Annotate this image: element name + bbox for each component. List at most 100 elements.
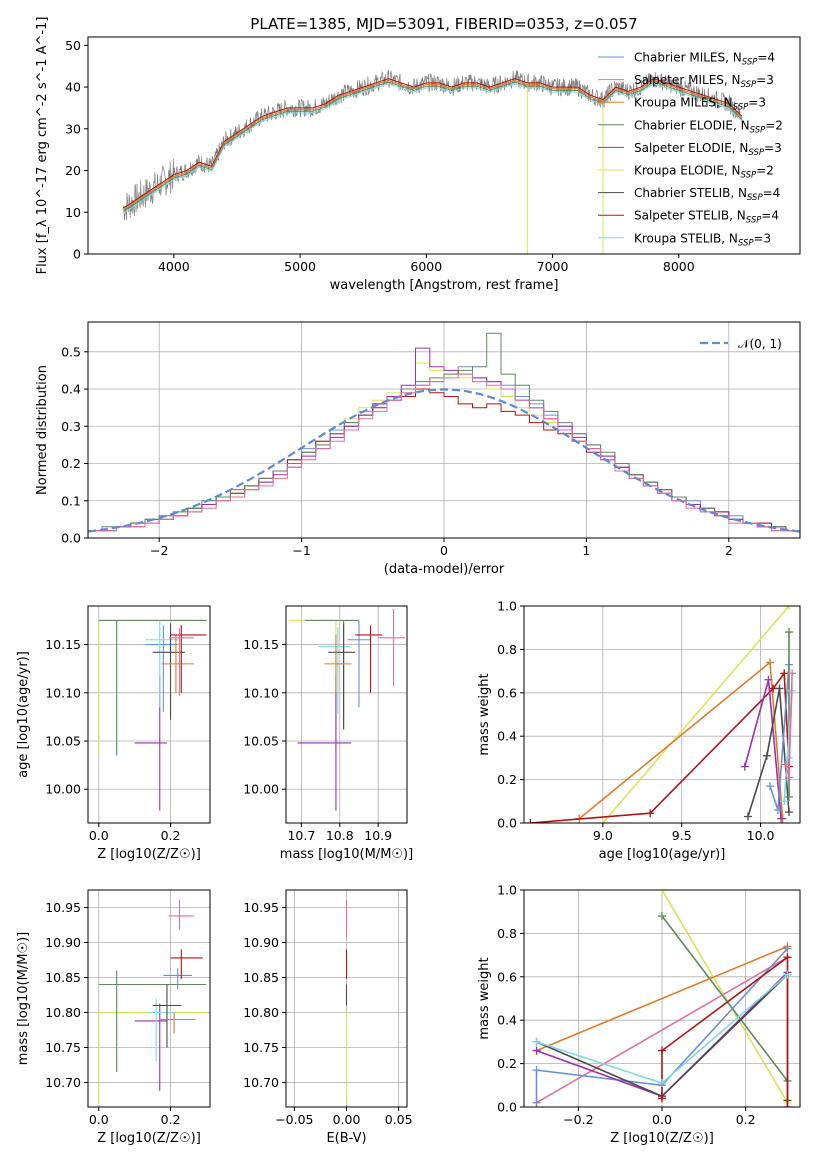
legend-label-base: Kroupa MILES, N (634, 96, 733, 110)
errorbar-point (145, 620, 178, 708)
y-axis-label: Flux [f_λ 10^-17 erg cm^-2 s^-1 A^-1] (35, 17, 50, 275)
errorbar-point (149, 998, 175, 1062)
x-tick-label: 0.05 (385, 1112, 413, 1127)
weight-marker (532, 1066, 541, 1075)
spectrum-model-line (123, 83, 743, 214)
mass_vs_Z-panel: 0.0 0.2 10.70 10.75 10.80 10.85 10.90 10.95 Z [l… (16, 889, 211, 1146)
y-tick-label: 0.4 (61, 382, 81, 397)
axes-frame (87, 605, 211, 824)
x-tick-label: 0.2 (161, 1112, 181, 1127)
y-tick-label: 0.1 (61, 493, 81, 508)
legend-label-base: Salpeter MILES, N (634, 73, 741, 87)
legend-label-base: Salpeter STELIB, N (634, 209, 746, 223)
legend-label-tail: =2 (765, 118, 783, 132)
legend-label: Salpeter MILES, NSSP=3 (634, 73, 774, 90)
weight-marker (780, 669, 789, 678)
x-tick-label: 10.7 (287, 828, 315, 843)
legend-label-sub: SSP (742, 58, 758, 68)
weight_vs_age-panel: 9.0 9.5 10.0 0.0 0.2 0.4 0.6 0.8 1.0 age [log10(a… (477, 599, 801, 862)
x-axis-label: Z [log10(Z/Z☉)] (97, 1131, 201, 1146)
x-tick-label: 0.0 (652, 1112, 672, 1127)
age_vs_mass-panel: 10.7 10.8 10.9 10.00 10.05 10.10 10.15 mass [lo… (243, 605, 413, 862)
weight-marker (658, 1079, 666, 1088)
legend-label-tail: =4 (757, 51, 775, 65)
y-tick-label: 10.85 (45, 970, 81, 985)
errorbar-point (355, 625, 383, 693)
errorbar-point (170, 949, 203, 979)
legend-label: Chabrier ELODIE, NSSP=2 (634, 118, 783, 135)
y-tick-label: 10.05 (45, 734, 81, 749)
y-tick-label: 0.8 (497, 926, 517, 941)
weight-marker (764, 675, 773, 684)
legend-label-sub: SSP (750, 125, 766, 135)
x-tick-label: 10.8 (326, 828, 354, 843)
x-axis-label: wavelength [Angstrom, rest frame] (330, 278, 559, 293)
spectrum-model-line (123, 79, 743, 211)
y-tick-label: 0.6 (497, 969, 517, 984)
x-tick-label: 0.2 (736, 1112, 756, 1127)
legend-label: Kroupa STELIB, NSSP=3 (634, 231, 771, 248)
histogram-series (88, 373, 800, 538)
legend-label-base: Kroupa STELIB, N (634, 231, 738, 245)
x-tick-label: −1 (292, 543, 310, 558)
errorbar-point (324, 634, 352, 693)
weight-marker (775, 684, 784, 693)
weight-marker (658, 1046, 666, 1055)
y-tick-label: 1.0 (497, 883, 517, 898)
weight-marker (783, 1103, 792, 1107)
weight-marker (781, 760, 790, 769)
spectrum-panel: 4000 5000 6000 7000 8000 0 10 20 30 40 50 wavelengt… (35, 17, 801, 293)
legend-label-sub: SSP (738, 238, 754, 248)
y-tick-label: 10.15 (45, 637, 81, 652)
errorbar-point (98, 619, 207, 756)
x-axis-label: (data-model)/error (384, 562, 505, 577)
legend-label-base: Chabrier MILES, N (634, 51, 742, 65)
weight-line (535, 948, 789, 1103)
legend-label-tail: =4 (763, 186, 781, 200)
weight-marker (766, 658, 775, 667)
y-tick-label: 0.2 (497, 772, 517, 787)
weight-marker (598, 819, 607, 823)
legend-label: 𝒩(0, 1) (738, 337, 782, 351)
y-tick-label: 0.2 (497, 1056, 517, 1071)
y-tick-label: 10.15 (243, 637, 279, 652)
y-tick-label: 0.5 (61, 344, 81, 359)
y-tick-label: 1.0 (497, 599, 517, 614)
y-tick-label: 30 (65, 121, 81, 136)
weight-line (744, 679, 782, 819)
errorbar-point (98, 619, 207, 756)
x-tick-label: 9.0 (593, 828, 613, 843)
legend-label: Chabrier STELIB, NSSP=4 (634, 186, 780, 203)
legend-label: Salpeter ELODIE, NSSP=3 (634, 141, 782, 158)
y-axis-label: mass [log10(M/M☉)] (16, 932, 31, 1065)
legend-label-base: Kroupa ELODIE, N (634, 164, 741, 178)
errorbar-point (305, 619, 359, 727)
age_vs_Z-plot-area (98, 619, 207, 811)
weight-marker (762, 751, 771, 760)
axes-frame (87, 889, 211, 1108)
errorbar-point (378, 608, 406, 687)
y-axis-label: age [log10(age/yr)] (16, 651, 31, 778)
spectrum-plot-area (122, 69, 743, 254)
y-tick-label: 10.00 (243, 782, 279, 797)
errorbar-point (159, 1012, 196, 1034)
x-tick-label: 0 (440, 543, 448, 558)
errorbar-point (168, 628, 194, 696)
weight-marker (784, 808, 793, 817)
y-tick-label: 10.70 (45, 1075, 81, 1090)
weight-marker (743, 812, 752, 821)
axes-frame (523, 605, 801, 824)
x-axis-label: E(B-V) (326, 1131, 366, 1146)
weight_vs_Z-panel: −0.2 0.0 0.2 0.0 0.2 0.4 0.6 0.8 1.0 Z [log10(Z/Z… (477, 883, 801, 1146)
x-tick-label: 8000 (663, 259, 695, 274)
weight-marker (646, 809, 655, 818)
x-tick-label: 7000 (537, 259, 569, 274)
errorbar-point (163, 968, 193, 990)
y-tick-label: 0.2 (61, 456, 81, 471)
x-tick-label: 0.0 (89, 828, 109, 843)
x-tick-label: −0.2 (563, 1112, 593, 1127)
y-tick-label: 0.4 (497, 1013, 517, 1028)
errorbar-point (297, 675, 352, 811)
weight-marker (658, 1094, 666, 1103)
